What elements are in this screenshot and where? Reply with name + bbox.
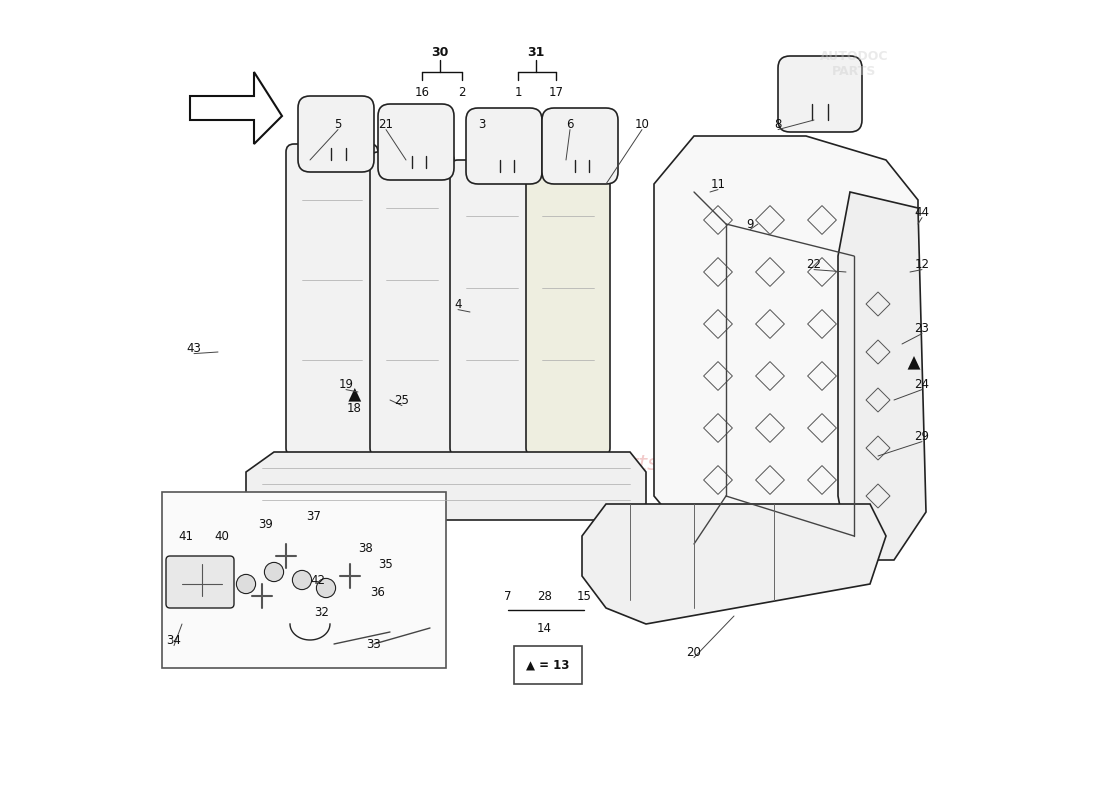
Text: 12: 12 (914, 258, 929, 270)
Text: 16: 16 (415, 86, 429, 98)
Text: 29: 29 (914, 430, 929, 442)
Text: 36: 36 (371, 586, 385, 598)
FancyBboxPatch shape (542, 108, 618, 184)
Text: 9: 9 (746, 218, 754, 230)
Text: 3: 3 (478, 118, 486, 130)
Text: 38: 38 (359, 542, 373, 554)
Text: 41: 41 (178, 530, 194, 542)
FancyBboxPatch shape (370, 152, 454, 456)
Circle shape (317, 578, 336, 598)
Text: a passion for parts...: a passion for parts... (451, 454, 681, 474)
Text: AUTODOC
PARTS: AUTODOC PARTS (820, 50, 889, 78)
FancyBboxPatch shape (450, 160, 534, 456)
Text: 31: 31 (527, 46, 544, 58)
Circle shape (293, 570, 311, 590)
Polygon shape (190, 72, 282, 144)
FancyBboxPatch shape (166, 556, 234, 608)
Polygon shape (838, 192, 926, 560)
Text: 24: 24 (914, 378, 929, 390)
Text: 40: 40 (214, 530, 230, 542)
Text: 23: 23 (914, 322, 929, 334)
Circle shape (264, 562, 284, 582)
FancyBboxPatch shape (298, 96, 374, 172)
Text: 35: 35 (378, 558, 394, 570)
Polygon shape (349, 388, 361, 402)
Text: 44: 44 (914, 206, 929, 218)
Polygon shape (582, 504, 886, 624)
Text: 43: 43 (187, 342, 201, 354)
Circle shape (236, 574, 255, 594)
FancyBboxPatch shape (514, 646, 582, 684)
Text: 25: 25 (395, 394, 409, 406)
Text: 17: 17 (549, 86, 564, 98)
Text: 14: 14 (537, 622, 552, 634)
Text: 11: 11 (711, 178, 726, 190)
Text: 8: 8 (774, 118, 782, 130)
Text: 4: 4 (454, 298, 462, 310)
Text: 30: 30 (431, 46, 449, 58)
FancyBboxPatch shape (466, 108, 542, 184)
Text: 33: 33 (366, 638, 382, 650)
FancyBboxPatch shape (162, 492, 446, 668)
Text: 42: 42 (310, 574, 326, 586)
Text: 18: 18 (346, 402, 362, 414)
Polygon shape (908, 356, 921, 370)
FancyBboxPatch shape (526, 160, 610, 456)
Text: 5: 5 (334, 118, 342, 130)
Polygon shape (654, 136, 918, 544)
Text: 28: 28 (537, 590, 552, 602)
Text: 2: 2 (459, 86, 465, 98)
FancyBboxPatch shape (378, 104, 454, 180)
Text: 20: 20 (686, 646, 702, 658)
Text: 6: 6 (566, 118, 574, 130)
Text: 21: 21 (378, 118, 394, 130)
Polygon shape (246, 452, 646, 520)
Text: 10: 10 (635, 118, 649, 130)
FancyBboxPatch shape (778, 56, 862, 132)
Text: 1: 1 (515, 86, 521, 98)
Text: 15: 15 (578, 590, 592, 602)
Text: ▲ = 13: ▲ = 13 (526, 658, 570, 671)
Text: 39: 39 (258, 518, 274, 530)
FancyBboxPatch shape (286, 144, 378, 456)
Text: 37: 37 (307, 510, 321, 522)
Text: 22: 22 (806, 258, 822, 270)
Text: 34: 34 (166, 634, 182, 646)
Text: 7: 7 (504, 590, 512, 602)
Text: 32: 32 (315, 606, 329, 618)
Text: 19: 19 (339, 378, 353, 390)
